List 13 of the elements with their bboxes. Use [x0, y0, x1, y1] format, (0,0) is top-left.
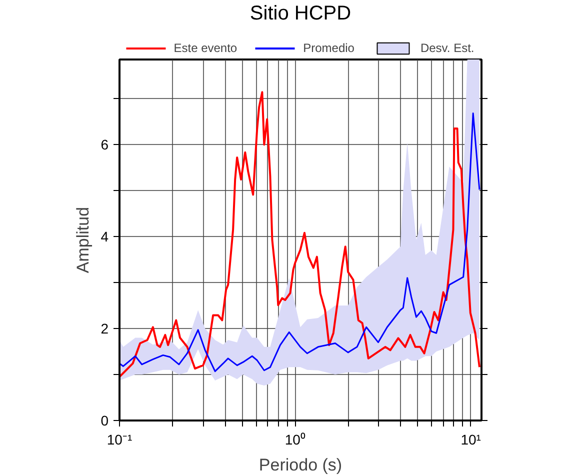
y-tick-label: 0: [100, 412, 109, 428]
legend-label: Desv. Est.: [420, 41, 474, 55]
y-tick-label: 6: [100, 136, 109, 153]
y-tick-label: 2: [100, 320, 109, 337]
chart-title: Sitio HCPD: [250, 2, 352, 24]
y-axis-title: Amplitud: [74, 206, 93, 274]
x-tick-label: 10⁰: [284, 432, 306, 448]
legend-label: Este evento: [174, 41, 238, 55]
x-tick-label: 10¹: [460, 432, 482, 448]
y-tick-label: 4: [100, 228, 109, 245]
x-axis-title: Periodo (s): [258, 456, 342, 474]
x-tick-label: 10⁻¹: [106, 432, 132, 448]
legend-label: Promedio: [303, 41, 354, 55]
